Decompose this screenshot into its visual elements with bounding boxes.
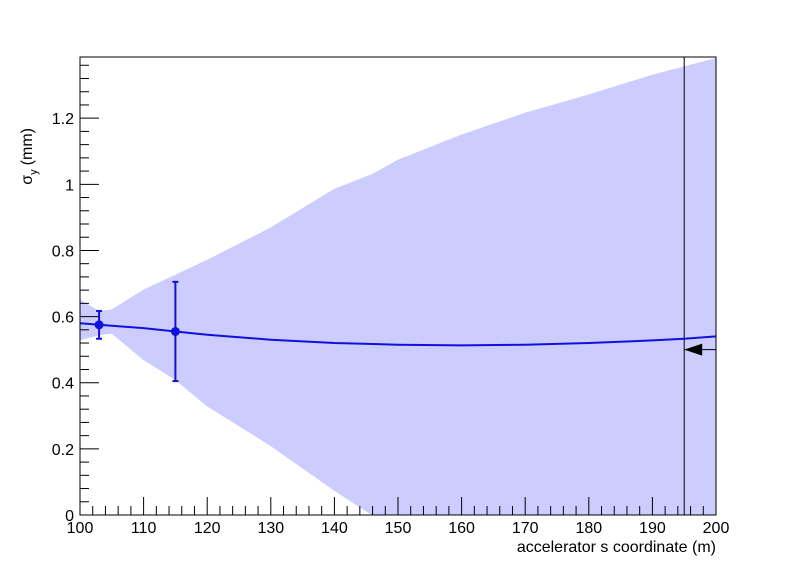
x-tick-label: 200: [703, 520, 730, 537]
arrow-head: [684, 343, 703, 356]
y-tick-label: 0: [65, 508, 74, 525]
x-tick-label: 120: [194, 520, 221, 537]
y-tick-label: 0.8: [52, 243, 74, 260]
y-tick-label: 1.2: [52, 111, 74, 128]
x-tick-label: 100: [67, 520, 94, 537]
y-label-sub: y: [28, 169, 40, 175]
y-label-unit: (mm): [19, 128, 36, 165]
y-tick-label: 1: [65, 177, 74, 194]
y-tick-label: 0.2: [52, 442, 74, 459]
x-tick-label: 180: [575, 520, 602, 537]
x-tick-label: 150: [385, 520, 412, 537]
y-axis-label: σy (mm): [19, 128, 40, 185]
y-label-symbol: σ: [19, 175, 36, 185]
x-tick-label: 130: [257, 520, 284, 537]
band-fill: [80, 58, 716, 515]
y-tick-label: 0.6: [52, 310, 74, 327]
band-upper: [79, 58, 717, 313]
x-tick-label: 110: [131, 520, 157, 537]
data-point: [94, 320, 104, 330]
x-axis-label-text: accelerator s coordinate (m): [517, 539, 716, 556]
x-tick-label: 140: [321, 520, 348, 537]
x-tick-label: 160: [448, 520, 475, 537]
y-tick-label: 0.4: [52, 376, 74, 393]
data-point: [170, 326, 180, 336]
x-tick-label: 170: [512, 520, 539, 537]
x-axis-label: accelerator s coordinate (m): [517, 539, 716, 556]
x-tick-label: 190: [639, 520, 666, 537]
